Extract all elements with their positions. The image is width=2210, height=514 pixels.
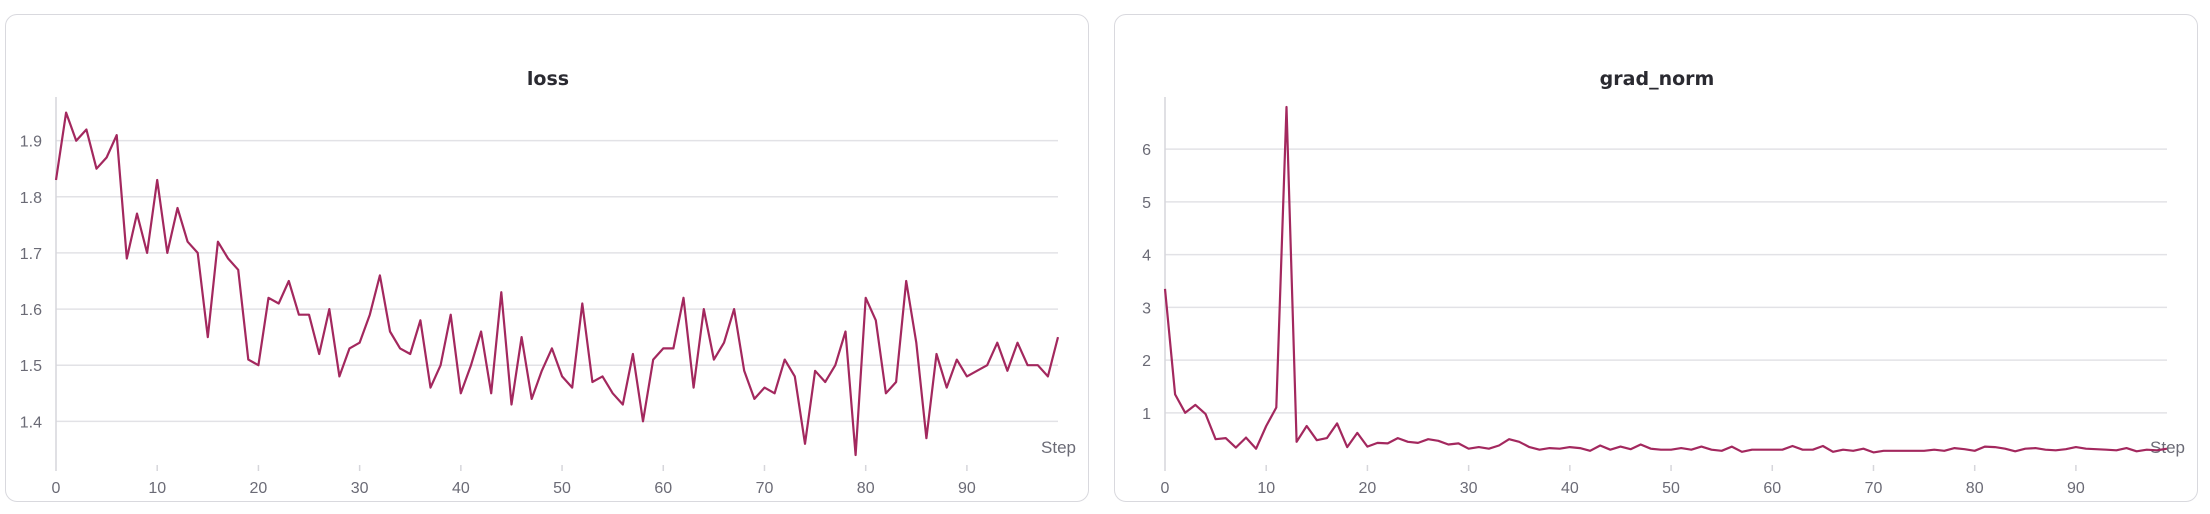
y-tick-label: 2 (1142, 353, 1151, 370)
x-tick-label: 70 (756, 480, 774, 497)
x-tick-label: 60 (654, 480, 672, 497)
y-tick-label: 4 (1142, 248, 1151, 265)
x-tick-label: 0 (52, 480, 61, 497)
x-tick-label: 0 (1161, 480, 1170, 497)
x-tick-label: 10 (1257, 480, 1275, 497)
x-tick-label: 40 (1561, 480, 1579, 497)
loss-chart: loss 1.4 1.5 1.6 1.7 1.8 1.9 0 10 20 30 40 50 60 70 80 9… (20, 68, 1076, 497)
y-tick-label: 1.9 (20, 134, 42, 151)
y-tick-label: 1.4 (20, 414, 42, 431)
grad-norm-chart-panel: grad_norm 1 2 3 4 5 6 0 10 20 30 40 50 60 70 80 90 Step (1114, 14, 2198, 502)
loss-series-line (54, 111, 1060, 457)
x-axis-label: Step (1041, 438, 1076, 457)
x-tick-label: 90 (958, 480, 976, 497)
y-tick-label: 1.7 (20, 246, 42, 263)
x-tick-label: 50 (553, 480, 571, 497)
x-tick-label: 70 (1865, 480, 1883, 497)
x-tick-label: 80 (857, 480, 875, 497)
x-tick-label: 20 (250, 480, 268, 497)
x-tick-label: 90 (2067, 480, 2085, 497)
grad-norm-series-line (1163, 105, 2168, 454)
x-tick-label: 30 (1460, 480, 1478, 497)
y-tick-label: 6 (1142, 142, 1151, 159)
x-axis-label: Step (2150, 438, 2185, 457)
loss-chart-panel: loss 1.4 1.5 1.6 1.7 1.8 1.9 0 10 20 30 40 50 60 70 80 9… (5, 14, 1089, 502)
grad-norm-chart-title: grad_norm (1600, 68, 1715, 90)
y-tick-label: 1 (1142, 406, 1151, 423)
x-tick-label: 80 (1966, 480, 1984, 497)
y-tick-label: 1.6 (20, 302, 42, 319)
y-tick-label: 3 (1142, 300, 1151, 317)
x-tick-label: 20 (1359, 480, 1377, 497)
y-tick-label: 1.5 (20, 358, 42, 375)
y-tick-label: 1.8 (20, 190, 42, 207)
y-tick-label: 5 (1142, 195, 1151, 212)
x-tick-label: 50 (1662, 480, 1680, 497)
loss-chart-title: loss (527, 68, 569, 90)
x-tick-label: 10 (148, 480, 166, 497)
x-tick-label: 40 (452, 480, 470, 497)
x-tick-label: 30 (351, 480, 369, 497)
x-tick-label: 60 (1763, 480, 1781, 497)
